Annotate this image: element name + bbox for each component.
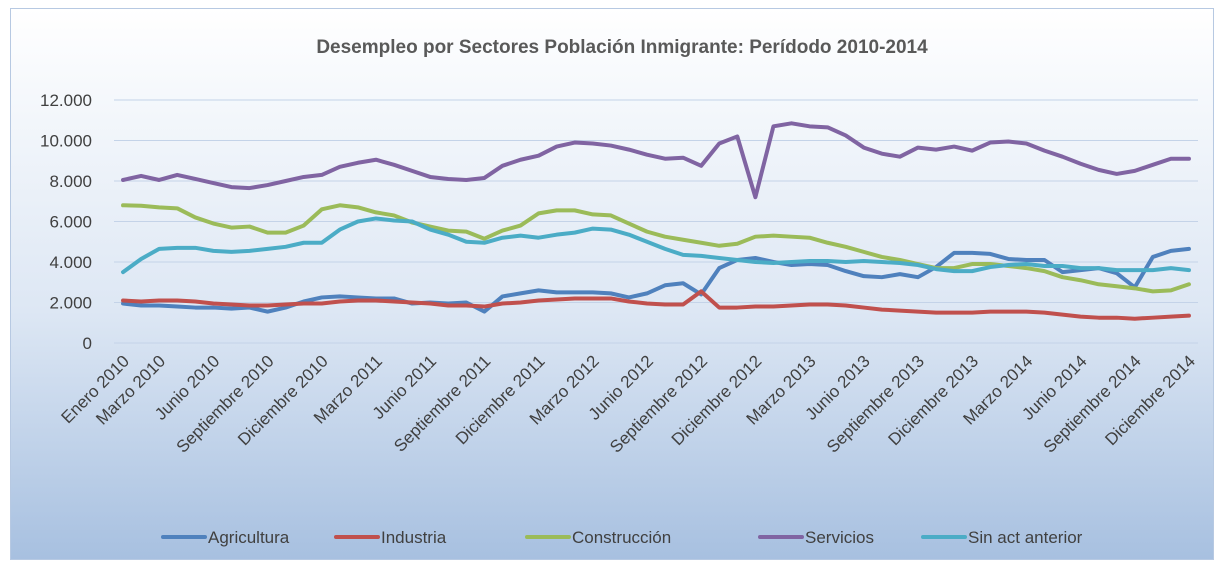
chart-frame xyxy=(10,8,1214,560)
legend-label: Agricultura xyxy=(208,528,290,547)
legend-label: Servicios xyxy=(805,528,874,547)
line-series xyxy=(121,121,1191,200)
y-tick-label: 4.000 xyxy=(49,253,92,272)
y-tick-label: 8.000 xyxy=(49,172,92,191)
y-tick-label: 2.000 xyxy=(49,294,92,313)
line-series xyxy=(121,216,1191,275)
y-tick-label: 0 xyxy=(83,334,92,353)
y-tick-label: 12.000 xyxy=(40,91,92,110)
y-tick-label: 10.000 xyxy=(40,132,92,151)
chart-title: Desempleo por Sectores Población Inmigra… xyxy=(316,37,928,58)
legend-label: Sin act anterior xyxy=(968,528,1083,547)
legend-label: Construcción xyxy=(572,528,671,547)
line-series xyxy=(121,289,1191,321)
y-tick-label: 6.000 xyxy=(49,213,92,232)
legend-label: Industria xyxy=(381,528,447,547)
